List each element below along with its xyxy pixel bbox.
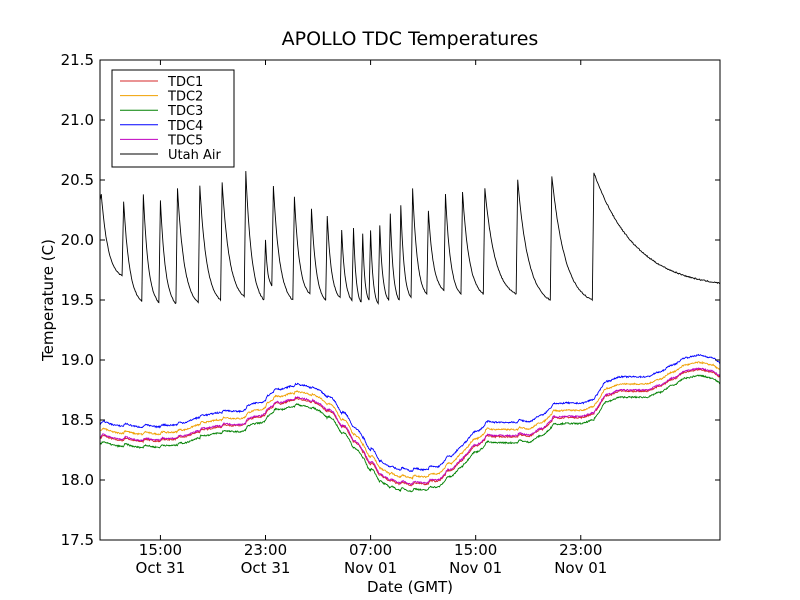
- legend-label: TDC5: [167, 133, 203, 148]
- y-tick-label: 18.0: [61, 471, 94, 489]
- chart-title: APOLLO TDC Temperatures: [282, 28, 539, 50]
- legend-box: [111, 69, 235, 168]
- legend-label: TDC1: [167, 75, 203, 90]
- legend-label: TDC4: [167, 119, 203, 134]
- x-tick-time: 07:00: [349, 541, 392, 559]
- legend-label: TDC3: [167, 104, 203, 119]
- y-tick-label: 20.0: [61, 231, 94, 249]
- series-line-utah-air: [100, 171, 720, 306]
- x-tick-date: Nov 01: [554, 559, 607, 577]
- series-line-tdc5: [100, 367, 720, 486]
- y-tick-label: 21.5: [61, 51, 94, 69]
- x-tick-time: 15:00: [139, 541, 182, 559]
- x-tick-time: 23:00: [559, 541, 602, 559]
- y-axis-label: Temperature (C): [39, 239, 57, 362]
- x-tick-date: Oct 31: [241, 559, 291, 577]
- plot-area: [100, 171, 720, 493]
- y-tick-label: 19.0: [61, 351, 94, 369]
- y-tick-label: 21.0: [61, 111, 94, 129]
- series-line-tdc4: [100, 353, 720, 473]
- y-tick-label: 17.5: [61, 531, 94, 549]
- y-axis: 17.5 18.0 18.5 19.0 19.5 20.0 20.5 21.0 21.5: [61, 51, 720, 549]
- legend-label: TDC2: [167, 90, 203, 105]
- y-tick-label: 19.5: [61, 291, 94, 309]
- x-tick-time: 15:00: [454, 541, 497, 559]
- x-axis-label: Date (GMT): [367, 578, 453, 596]
- series-line-tdc1: [100, 368, 720, 487]
- x-tick-time: 23:00: [244, 541, 287, 559]
- y-tick-label: 20.5: [61, 171, 94, 189]
- y-tick-label: 18.5: [61, 411, 94, 429]
- x-tick-date: Nov 01: [344, 559, 397, 577]
- series-line-tdc2: [100, 360, 720, 481]
- x-tick-date: Oct 31: [136, 559, 186, 577]
- x-tick-date: Nov 01: [449, 559, 502, 577]
- series-line-tdc3: [100, 374, 720, 493]
- legend-label: Utah Air: [168, 148, 221, 163]
